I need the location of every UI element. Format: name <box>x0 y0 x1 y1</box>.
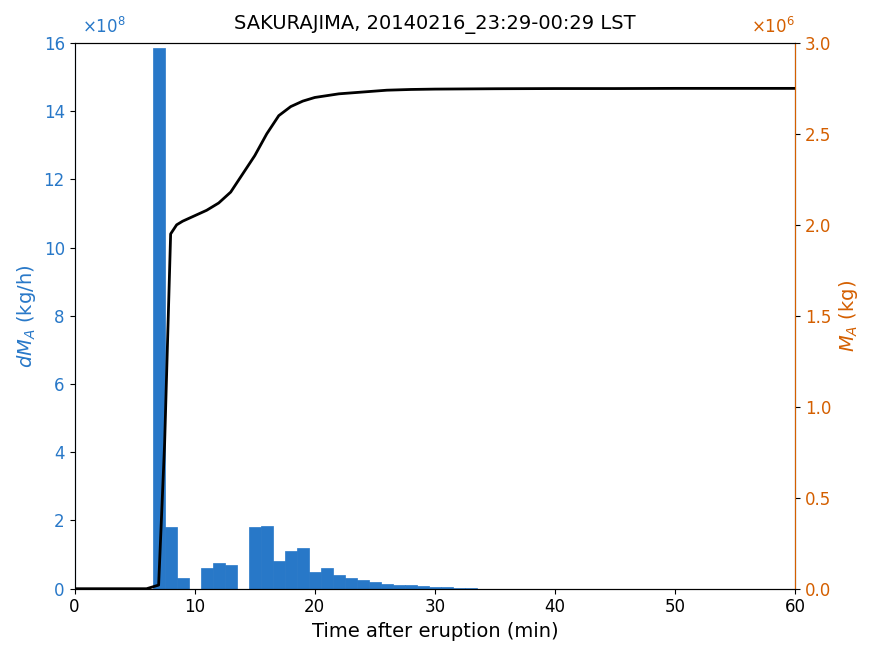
Bar <box>369 582 381 588</box>
Bar <box>405 585 416 588</box>
Bar <box>164 527 177 588</box>
Bar <box>381 584 393 588</box>
Bar <box>321 568 332 588</box>
Text: $\times 10^8$: $\times 10^8$ <box>81 17 125 37</box>
Bar <box>297 548 309 588</box>
Bar <box>332 575 345 588</box>
Bar <box>177 579 189 588</box>
Bar <box>393 584 405 588</box>
Y-axis label: $M_A$ (kg): $M_A$ (kg) <box>837 279 860 352</box>
Bar <box>357 580 369 588</box>
Bar <box>345 579 357 588</box>
Bar <box>200 568 213 588</box>
Bar <box>248 527 261 588</box>
Bar <box>213 563 225 588</box>
Text: $\times 10^6$: $\times 10^6$ <box>752 17 795 37</box>
Bar <box>225 565 237 588</box>
Bar <box>273 562 284 588</box>
X-axis label: Time after eruption (min): Time after eruption (min) <box>312 622 558 641</box>
Y-axis label: $dM_A$ (kg/h): $dM_A$ (kg/h) <box>15 264 38 367</box>
Bar <box>284 551 297 588</box>
Title: SAKURAJIMA, 20140216_23:29-00:29 LST: SAKURAJIMA, 20140216_23:29-00:29 LST <box>234 15 636 34</box>
Bar <box>152 48 164 588</box>
Bar <box>429 587 441 588</box>
Bar <box>261 525 273 588</box>
Bar <box>441 587 453 588</box>
Bar <box>309 571 321 588</box>
Bar <box>416 586 429 588</box>
